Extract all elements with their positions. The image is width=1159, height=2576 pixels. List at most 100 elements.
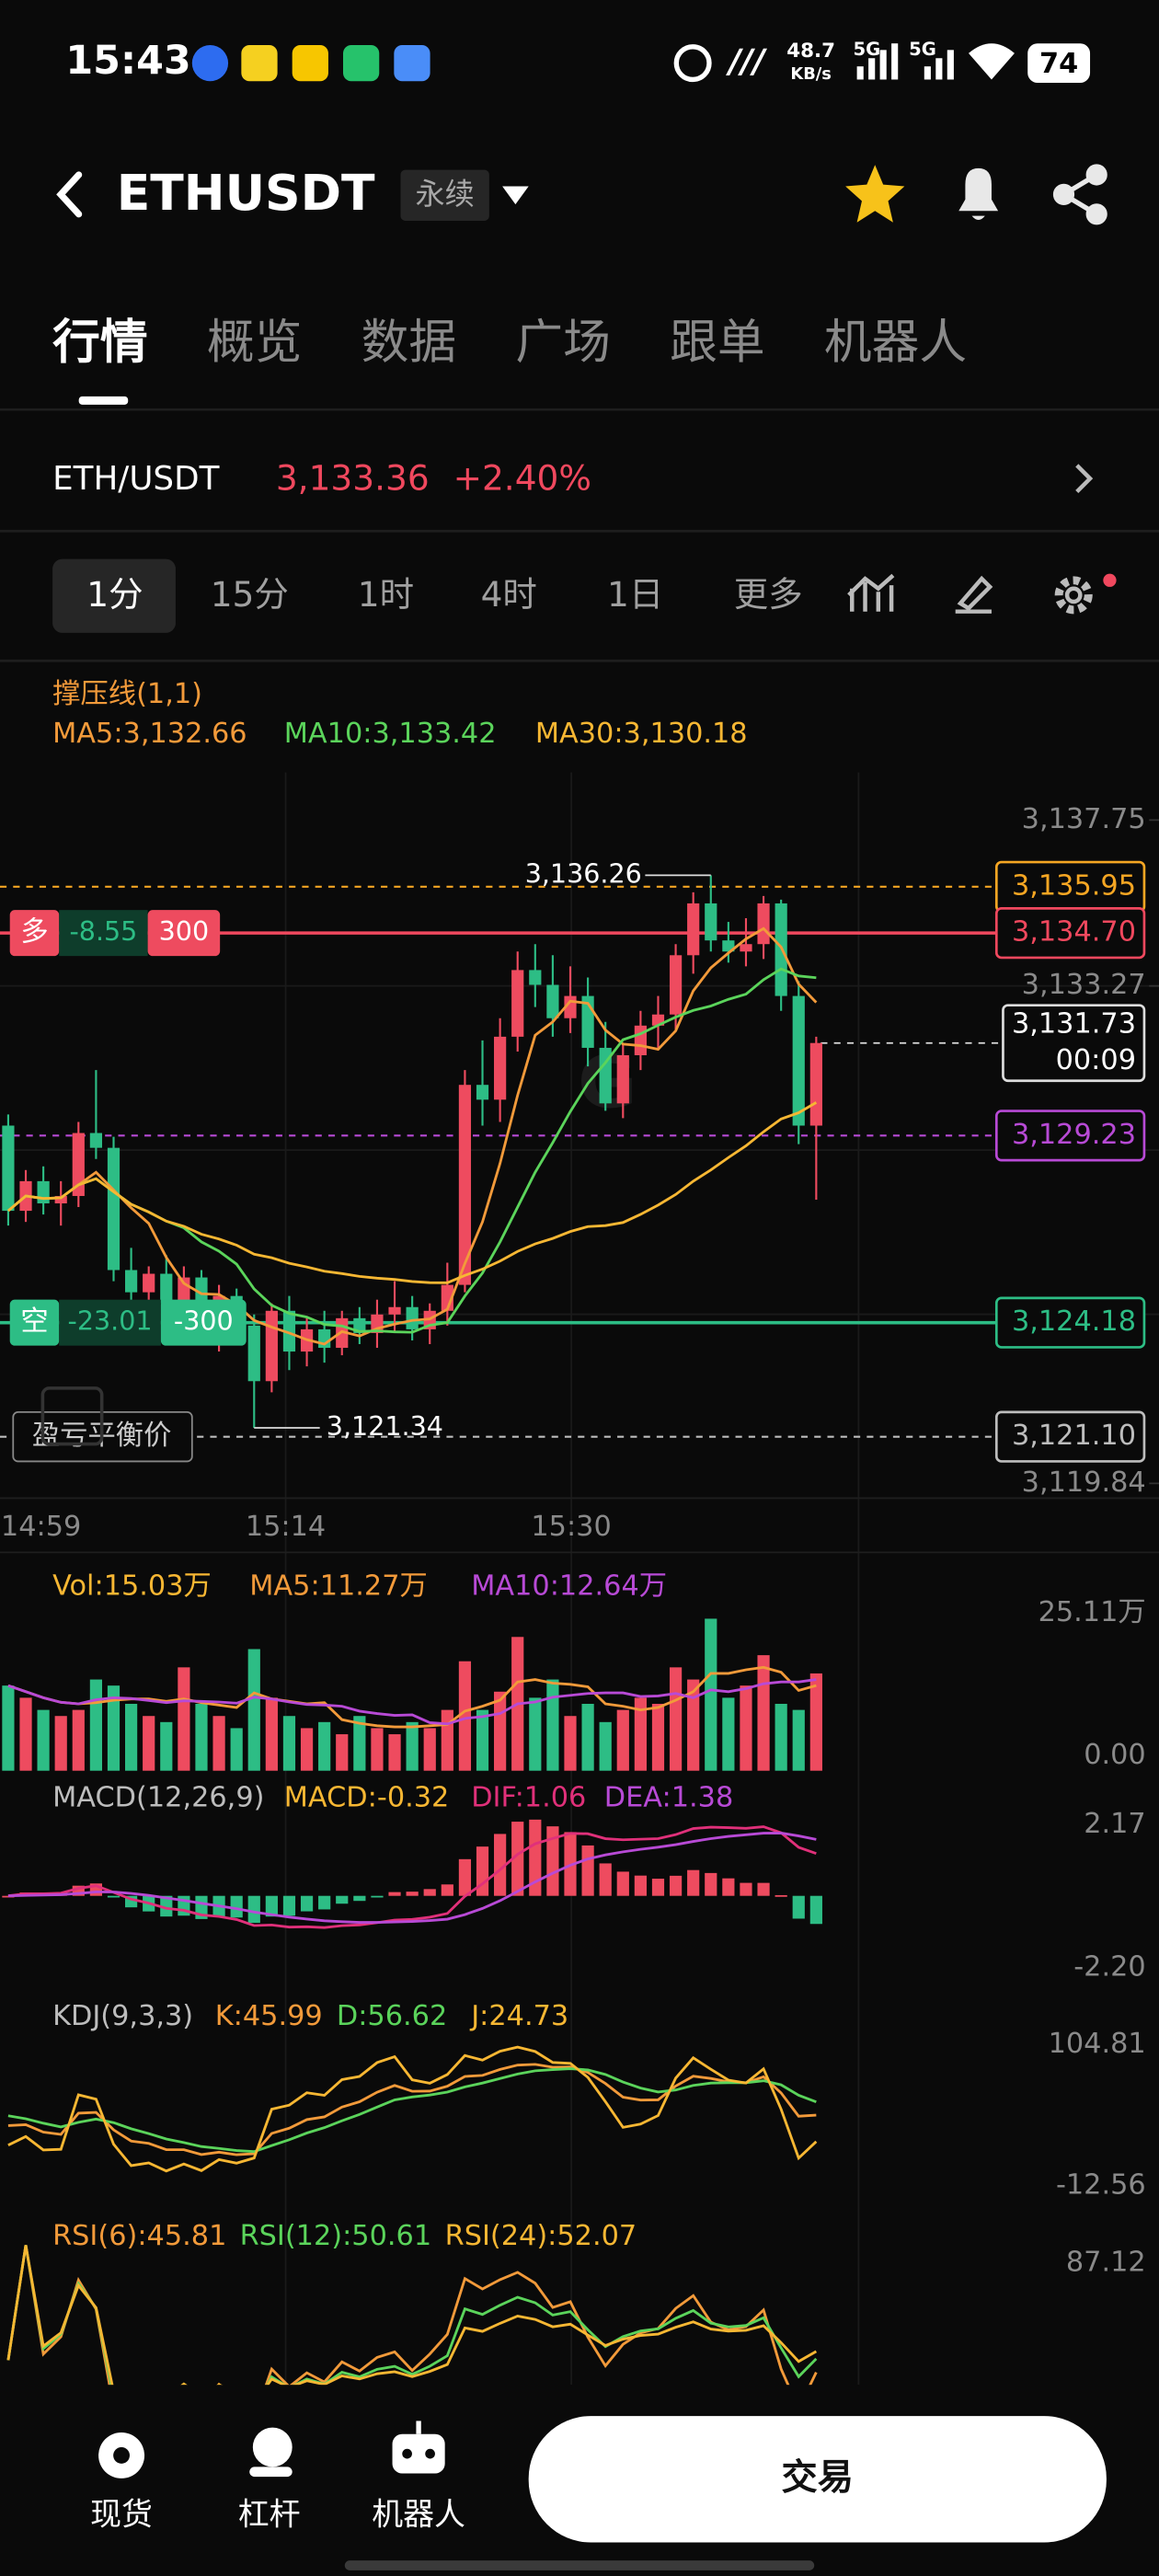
expand-icon[interactable]: [40, 1386, 104, 1446]
level-tag: [994, 907, 1146, 960]
candle-body: [72, 1133, 85, 1196]
macd-bar: [265, 1895, 278, 1917]
interval[interactable]: 1分: [86, 574, 143, 615]
share[interactable]: [1052, 164, 1107, 225]
interval[interactable]: 1日: [607, 574, 663, 615]
interval[interactable]: 1时: [358, 574, 414, 615]
position-side: 多: [20, 916, 48, 949]
notify-dot: [1103, 573, 1117, 587]
toolbar-icons[interactable]: [847, 573, 1093, 615]
countdown: 00:09: [1056, 1044, 1136, 1076]
tab-indicator: [78, 396, 129, 405]
trade-label[interactable]: 交易: [782, 2457, 854, 2499]
volume-bar: [599, 1721, 612, 1771]
macd-bar: [476, 1846, 489, 1896]
ma-label: MA5:3,132.66: [52, 718, 247, 750]
candle-body: [757, 903, 770, 945]
macd-bar: [581, 1845, 594, 1896]
macd-bar: [441, 1884, 453, 1896]
panel-scale: 104.81: [1049, 2028, 1146, 2060]
nav-icon-margin[interactable]: [249, 2427, 293, 2478]
ma-line: [7, 1101, 818, 1284]
volume-bar: [107, 1685, 120, 1771]
rsi-label: RSI(24):52.07: [445, 2220, 637, 2252]
volume-bar: [634, 1697, 647, 1771]
volume-bar: [441, 1709, 453, 1771]
candle-body: [687, 903, 700, 956]
volume-bar: [564, 1716, 577, 1771]
symbol[interactable]: ETHUSDT: [117, 164, 375, 222]
status-speed: 48.7: [786, 40, 835, 63]
macd-bar: [318, 1895, 331, 1910]
candle-body: [546, 984, 559, 1018]
nav-label[interactable]: 机器人: [372, 2496, 465, 2532]
candle-body: [124, 1270, 138, 1293]
tab[interactable]: 行情: [52, 316, 147, 371]
level-tag-label: 3,129.23: [1012, 1119, 1136, 1151]
status-speed-unit: KB/s: [790, 64, 832, 84]
candle-body: [458, 1085, 472, 1285]
ticker-chevron[interactable]: [1075, 464, 1094, 493]
macd-label: MACD(12,26,9): [52, 1782, 264, 1814]
volume-bar: [37, 1709, 50, 1771]
position-pnl-bg: [59, 910, 148, 957]
tab[interactable]: 跟单: [670, 316, 765, 371]
panel-scale: 2.17: [1084, 1808, 1146, 1840]
time-label: 15:30: [531, 1511, 611, 1543]
macd-bar: [599, 1863, 612, 1896]
interval[interactable]: 4时: [481, 574, 537, 615]
volume-bar: [388, 1734, 401, 1771]
alert[interactable]: [958, 167, 999, 221]
pair: ETH/USDT: [52, 460, 219, 498]
back-button[interactable]: [56, 171, 83, 218]
rsi-label: RSI(6):45.81: [52, 2220, 226, 2252]
volume-bar: [54, 1716, 67, 1771]
volume-bar: [353, 1716, 366, 1771]
volume-bar: [809, 1673, 822, 1771]
volume-bar: [247, 1649, 260, 1771]
nav-icon-bot[interactable]: [392, 2421, 445, 2474]
low-label: 3,121.34: [327, 1410, 443, 1442]
nav-label[interactable]: 现货: [90, 2496, 153, 2532]
interval[interactable]: 15分: [211, 574, 289, 615]
level-tag: [994, 1410, 1146, 1463]
macd-bar: [247, 1895, 260, 1924]
candle-body: [792, 995, 805, 1126]
trade-button[interactable]: [528, 2416, 1107, 2543]
volume-bar: [616, 1709, 629, 1771]
favorite[interactable]: [845, 165, 905, 223]
macd-bar: [634, 1875, 647, 1896]
indicator-title: 撑压线(1,1): [52, 678, 202, 710]
volume-bar: [300, 1728, 314, 1771]
svg-text:///: ///: [725, 43, 767, 81]
macd-bar: [458, 1858, 472, 1896]
position-size: 300: [159, 915, 210, 947]
volume-bar: [529, 1697, 542, 1771]
macd-bar: [809, 1895, 822, 1925]
dropdown[interactable]: [502, 186, 529, 205]
macd-bar: [669, 1875, 683, 1896]
candle-body: [388, 1306, 401, 1315]
interval[interactable]: 更多: [734, 574, 803, 615]
candle-body: [599, 1047, 612, 1104]
nav-icon-spot[interactable]: [98, 2432, 145, 2478]
tab[interactable]: 数据: [361, 316, 457, 371]
macd-bar: [546, 1826, 559, 1896]
candle-body: [37, 1180, 50, 1204]
panel-scale: 0.00: [1084, 1739, 1146, 1771]
panel-scale: -12.56: [1056, 2169, 1146, 2202]
ma-label: MA10:3,133.42: [284, 718, 497, 750]
tab[interactable]: 广场: [515, 316, 611, 371]
macd-bar: [230, 1895, 243, 1918]
position-side: 空: [20, 1305, 48, 1338]
tab[interactable]: 概览: [207, 316, 302, 371]
nav-label[interactable]: 杠杆: [238, 2496, 301, 2532]
tab[interactable]: 机器人: [824, 316, 967, 371]
macd-bar: [300, 1895, 314, 1912]
macd-bar: [160, 1895, 173, 1917]
candle-body: [511, 970, 524, 1037]
panel-scale: 25.11万: [1039, 1596, 1146, 1628]
time-label: 15:14: [246, 1511, 326, 1543]
candle-body: [282, 1310, 296, 1352]
volume-bar: [371, 1728, 384, 1771]
